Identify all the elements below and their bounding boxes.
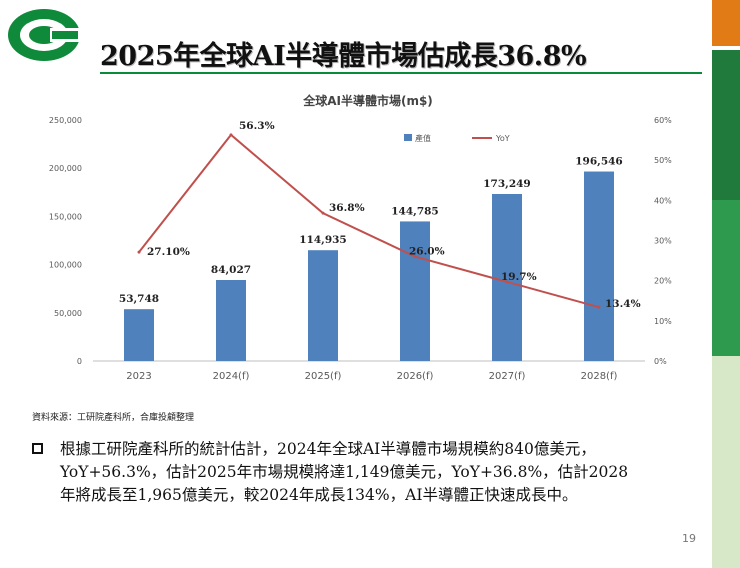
summary-line: YoY+56.3%，估計2025年市場規模將達1,149億美元，YoY+36.8…	[60, 463, 629, 481]
decorative-side-strip	[712, 0, 740, 568]
strip-light-green	[712, 356, 740, 568]
bar-value-label: 144,785	[391, 205, 439, 217]
y-left-tick-label: 250,000	[49, 116, 82, 125]
y-right-tick-label: 20%	[654, 277, 672, 286]
chart-title: 全球AI半導體市場(m$)	[302, 93, 433, 108]
bar-value-label: 173,249	[483, 178, 531, 190]
x-tick-label: 2028(f)	[581, 371, 618, 382]
yoy-line-series	[137, 133, 601, 309]
legend-bar-label: 產值	[415, 133, 431, 143]
y-right-tick-label: 10%	[654, 317, 672, 326]
y-right-tick-label: 60%	[654, 116, 672, 125]
yoy-point	[229, 133, 233, 137]
legend-line-label: YoY	[495, 134, 510, 143]
yoy-value-label: 13.4%	[605, 298, 641, 310]
y-left-tick-label: 100,000	[49, 261, 82, 270]
title-divider	[100, 72, 702, 74]
bar-2028(f)	[584, 171, 614, 361]
summary-line: 年將成長至1,965億美元，較2024年成長134%，AI半導體正快速成長中。	[60, 486, 578, 504]
strip-mid-green	[712, 200, 740, 356]
bar-value-label: 196,546	[575, 156, 623, 168]
y-right-tick-label: 50%	[654, 156, 672, 165]
y-right-tick-label: 0%	[654, 357, 667, 366]
yoy-point	[505, 280, 509, 284]
summary-line: 根據工研院產科所的統計估計，2024年全球AI半導體市場規模約840億美元，	[60, 440, 596, 458]
bar-series	[124, 171, 614, 361]
x-tick-label: 2025(f)	[305, 371, 342, 382]
y-right-tick-label: 30%	[654, 237, 672, 246]
yoy-value-label: 27.10%	[147, 246, 190, 258]
bar-2027(f)	[492, 193, 522, 361]
data-source-note: 資料來源：工研院產科所，合庫投顧整理	[32, 413, 195, 423]
strip-dark-green	[712, 50, 740, 200]
x-tick-label: 2023	[126, 371, 151, 382]
yoy-point	[137, 250, 141, 254]
bar-2026(f)	[400, 221, 430, 361]
yoy-point	[597, 305, 601, 309]
bar-2024(f)	[216, 279, 246, 361]
y-left-tick-label: 0	[77, 357, 82, 366]
yoy-value-label: 26.0%	[409, 246, 445, 258]
page-number: 19	[682, 532, 696, 545]
y-left-tick-label: 150,000	[49, 212, 82, 221]
chart-axes: 0 50,000 100,000 150,000 200,000 250,000 0% 10%…	[49, 116, 672, 382]
ai-semiconductor-market-chart: 全球AI半導體市場(m$) 產值 YoY 0 50,000 100,000 150,00…	[49, 93, 672, 382]
bar-value-label: 53,748	[119, 293, 159, 305]
legend-bar-swatch	[404, 134, 412, 141]
yoy-point	[321, 211, 325, 215]
bar-2023	[124, 309, 154, 361]
yoy-value-label: 56.3%	[239, 120, 275, 132]
x-tick-label: 2027(f)	[489, 371, 526, 382]
y-right-tick-label: 40%	[654, 196, 672, 205]
strip-orange	[712, 0, 740, 46]
yoy-value-label: 36.8%	[329, 202, 365, 214]
company-logo	[6, 6, 82, 64]
summary-paragraph: 根據工研院產科所的統計估計，2024年全球AI半導體市場規模約840億美元， Y…	[60, 438, 700, 507]
data-labels: 53,748 84,027 114,935 144,785 173,249 196,546…	[119, 120, 641, 310]
bar-value-label: 84,027	[211, 264, 251, 276]
bar-value-label: 114,935	[299, 234, 347, 246]
chart-legend: 產值 YoY	[404, 133, 510, 143]
y-left-tick-label: 50,000	[54, 309, 82, 318]
x-tick-label: 2024(f)	[213, 371, 250, 382]
yoy-value-label: 19.7%	[501, 271, 537, 283]
yoy-point	[413, 255, 417, 259]
yoy-line	[138, 133, 600, 309]
strip-white	[712, 46, 740, 50]
y-left-tick-label: 200,000	[49, 164, 82, 173]
bar-2025(f)	[308, 250, 338, 361]
x-tick-label: 2026(f)	[397, 371, 434, 382]
slide-title: 2025年全球AI半導體市場估成長36.8%	[100, 41, 587, 72]
bullet-square-icon	[32, 443, 43, 454]
